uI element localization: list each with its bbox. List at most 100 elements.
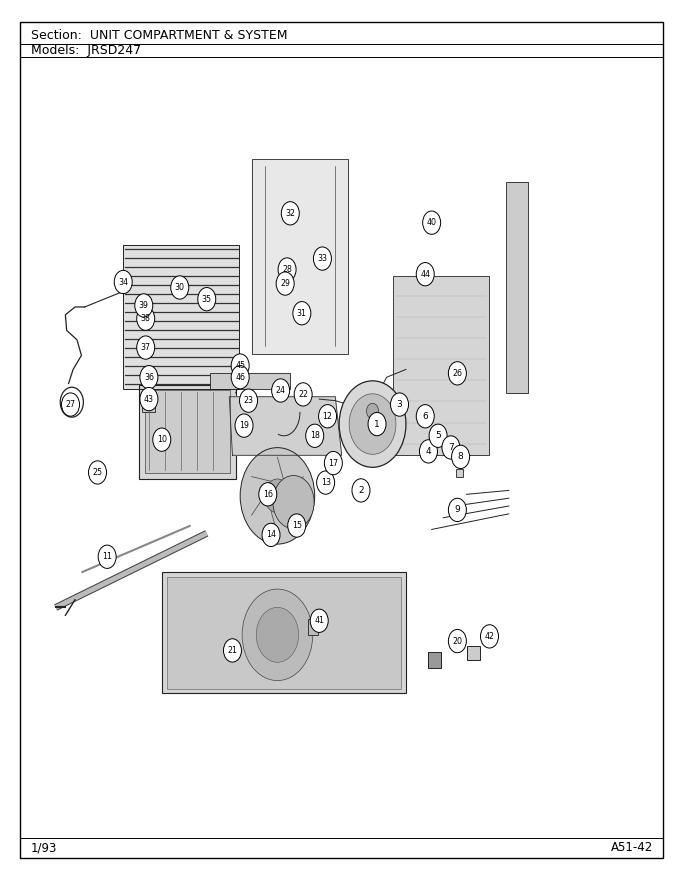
Circle shape — [273, 475, 314, 529]
Circle shape — [339, 381, 406, 467]
Circle shape — [137, 307, 155, 330]
Text: 39: 39 — [139, 301, 149, 310]
Text: 43: 43 — [144, 394, 154, 404]
Circle shape — [171, 275, 189, 299]
Polygon shape — [229, 397, 341, 455]
Text: 26: 26 — [452, 369, 462, 378]
Text: Models:  JRSD247: Models: JRSD247 — [31, 44, 141, 57]
Text: 31: 31 — [297, 309, 307, 318]
Text: 25: 25 — [92, 468, 103, 477]
Circle shape — [256, 607, 299, 663]
Text: 42: 42 — [484, 632, 494, 641]
Text: 16: 16 — [262, 490, 273, 499]
Text: 8: 8 — [458, 452, 464, 461]
Bar — [123, 245, 239, 389]
Text: 17: 17 — [328, 458, 339, 467]
Text: 30: 30 — [175, 283, 185, 292]
Circle shape — [282, 202, 299, 225]
Text: 18: 18 — [310, 431, 320, 440]
Circle shape — [368, 413, 386, 436]
Circle shape — [448, 629, 466, 653]
Circle shape — [416, 405, 435, 428]
Circle shape — [416, 262, 435, 286]
Circle shape — [288, 514, 306, 537]
Circle shape — [293, 302, 311, 325]
Text: 7: 7 — [448, 443, 454, 452]
Text: 29: 29 — [280, 279, 290, 288]
Text: 24: 24 — [275, 386, 286, 395]
Circle shape — [448, 362, 466, 385]
Circle shape — [140, 387, 158, 411]
Circle shape — [448, 498, 466, 522]
Text: 33: 33 — [318, 254, 328, 263]
Text: 3: 3 — [396, 400, 403, 409]
Text: 13: 13 — [321, 478, 330, 488]
Circle shape — [317, 471, 335, 495]
Circle shape — [242, 589, 313, 680]
Text: 19: 19 — [239, 422, 249, 430]
Circle shape — [367, 403, 379, 419]
Bar — [467, 646, 480, 660]
Bar — [145, 391, 231, 473]
Circle shape — [481, 625, 498, 648]
Circle shape — [198, 288, 216, 311]
Circle shape — [235, 414, 253, 437]
Circle shape — [231, 354, 249, 378]
Text: 40: 40 — [426, 218, 437, 227]
Circle shape — [324, 451, 342, 474]
Bar — [210, 373, 290, 389]
Text: 35: 35 — [202, 295, 211, 304]
Bar — [456, 469, 462, 477]
Text: 44: 44 — [420, 269, 430, 279]
Circle shape — [318, 405, 337, 428]
Text: 45: 45 — [235, 361, 245, 370]
Circle shape — [306, 424, 324, 447]
Circle shape — [349, 393, 396, 454]
Circle shape — [390, 392, 409, 416]
Text: 6: 6 — [422, 412, 428, 421]
Circle shape — [61, 392, 80, 416]
Circle shape — [265, 479, 290, 513]
Circle shape — [442, 436, 460, 459]
Text: 32: 32 — [286, 209, 295, 218]
Circle shape — [262, 524, 280, 546]
Bar — [143, 400, 155, 413]
Bar — [428, 652, 441, 668]
Text: 14: 14 — [266, 531, 276, 539]
Text: 34: 34 — [118, 277, 129, 287]
Text: 20: 20 — [452, 636, 462, 646]
Circle shape — [224, 639, 241, 662]
Circle shape — [276, 272, 294, 295]
Circle shape — [278, 258, 296, 281]
Text: 27: 27 — [65, 400, 75, 409]
Circle shape — [423, 211, 441, 234]
Text: A51-42: A51-42 — [611, 841, 653, 854]
Bar — [505, 182, 528, 392]
Text: Section:  UNIT COMPARTMENT & SYSTEM: Section: UNIT COMPARTMENT & SYSTEM — [31, 29, 287, 41]
Bar — [308, 620, 318, 634]
Text: 12: 12 — [322, 412, 333, 421]
Text: 9: 9 — [454, 505, 460, 515]
Circle shape — [153, 428, 171, 451]
Circle shape — [310, 609, 328, 633]
Circle shape — [140, 365, 158, 389]
Text: 5: 5 — [435, 431, 441, 440]
Bar — [252, 158, 348, 354]
Text: 22: 22 — [298, 390, 308, 399]
Bar — [167, 576, 401, 689]
Circle shape — [239, 389, 258, 413]
Circle shape — [88, 461, 107, 484]
Circle shape — [114, 270, 132, 294]
Text: 36: 36 — [144, 373, 154, 382]
Text: 4: 4 — [426, 447, 431, 456]
Circle shape — [271, 379, 290, 402]
Text: 11: 11 — [102, 553, 112, 561]
Circle shape — [420, 440, 437, 463]
Circle shape — [294, 383, 312, 406]
Text: 21: 21 — [227, 646, 237, 655]
Circle shape — [137, 336, 155, 359]
Text: 37: 37 — [141, 343, 151, 352]
Bar — [393, 275, 490, 455]
Text: 1/93: 1/93 — [31, 841, 57, 854]
Text: 15: 15 — [292, 521, 302, 530]
